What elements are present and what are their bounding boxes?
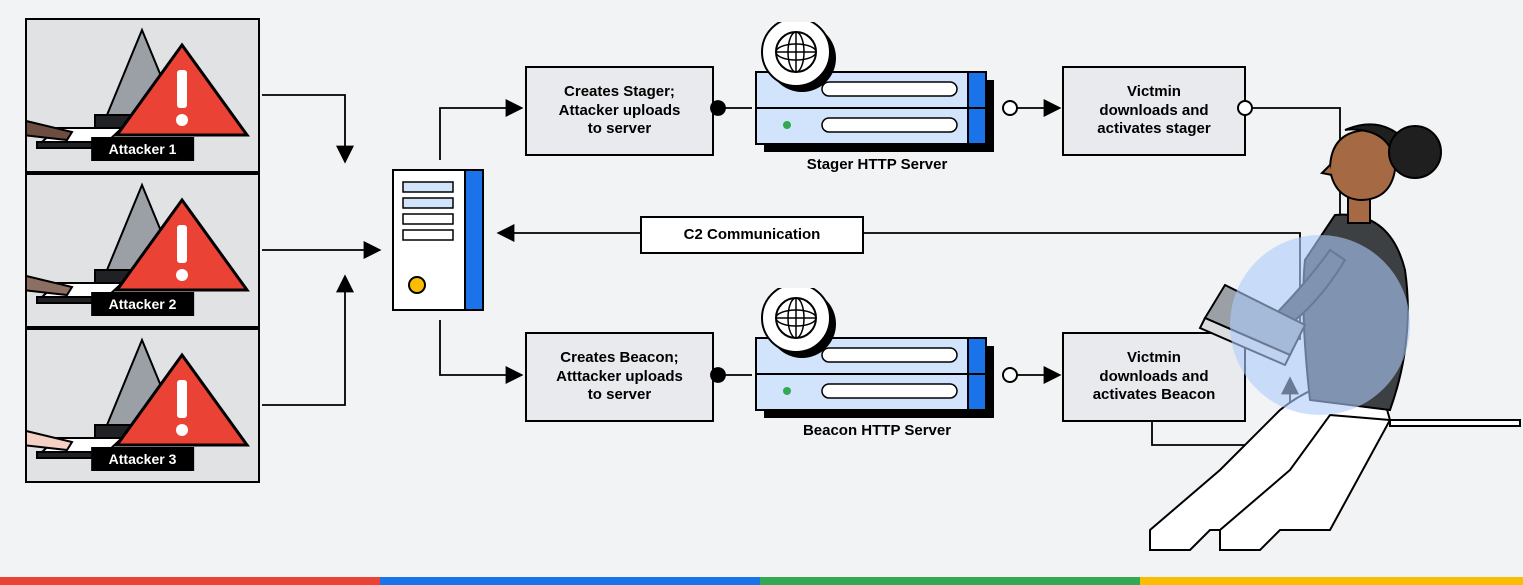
brand-bar-green bbox=[760, 577, 1140, 585]
brand-bar-yellow bbox=[1140, 577, 1523, 585]
brand-bar-blue bbox=[380, 577, 760, 585]
brand-bar-red bbox=[0, 577, 380, 585]
victim-illustration bbox=[1130, 110, 1523, 570]
